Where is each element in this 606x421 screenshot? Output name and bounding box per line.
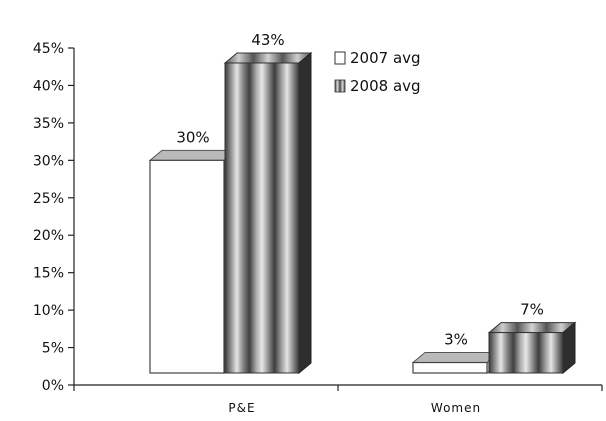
y-tick-label: 30% bbox=[33, 153, 64, 169]
y-tick-label: 45% bbox=[33, 41, 64, 57]
y-tick-label: 10% bbox=[33, 303, 64, 319]
legend-swatch-striped bbox=[334, 79, 346, 93]
legend: 2007 avg 2008 avg bbox=[334, 49, 421, 95]
bar-2007-pe bbox=[148, 149, 238, 375]
data-label: 3% bbox=[444, 331, 468, 349]
legend-swatch-white bbox=[334, 51, 346, 65]
bar-front-face bbox=[224, 62, 300, 374]
y-tick-label: 5% bbox=[42, 341, 64, 357]
bar-side-face bbox=[298, 51, 312, 375]
y-axis: 0% 5% 10% 15% 20% 25% 30% 35% 40% 45% bbox=[33, 41, 75, 394]
legend-item: 2007 avg bbox=[334, 49, 421, 67]
bar-top-face bbox=[148, 149, 238, 161]
bar-front-face bbox=[412, 361, 488, 374]
bar-2008-pe bbox=[223, 51, 313, 375]
y-tick-label: 0% bbox=[42, 378, 64, 394]
y-tick-label: 15% bbox=[33, 266, 64, 282]
y-tick-label: 35% bbox=[33, 116, 64, 132]
x-category-label: Women bbox=[431, 401, 481, 415]
legend-label: 2007 avg bbox=[350, 49, 421, 67]
y-tick-label: 25% bbox=[33, 191, 64, 207]
data-labels: 30% 3% 43% 7% bbox=[176, 31, 544, 349]
x-axis: P&E Women bbox=[73, 384, 603, 415]
bar-2008-women bbox=[487, 321, 577, 375]
data-label: 7% bbox=[520, 301, 544, 319]
data-label: 43% bbox=[251, 31, 284, 49]
y-tick-label: 20% bbox=[33, 228, 64, 244]
legend-item: 2008 avg bbox=[334, 77, 421, 95]
bar-top-face bbox=[223, 52, 313, 64]
bar-front-face bbox=[488, 332, 564, 374]
bar-top-face bbox=[487, 322, 577, 334]
data-label: 30% bbox=[176, 128, 209, 146]
bar-2007-women bbox=[411, 351, 501, 375]
bar-top-face bbox=[411, 352, 501, 364]
x-category-label: P&E bbox=[228, 401, 255, 415]
bar-front-face bbox=[149, 159, 225, 374]
bars bbox=[148, 51, 577, 375]
y-tick-label: 40% bbox=[33, 78, 64, 94]
legend-label: 2008 avg bbox=[350, 77, 421, 95]
